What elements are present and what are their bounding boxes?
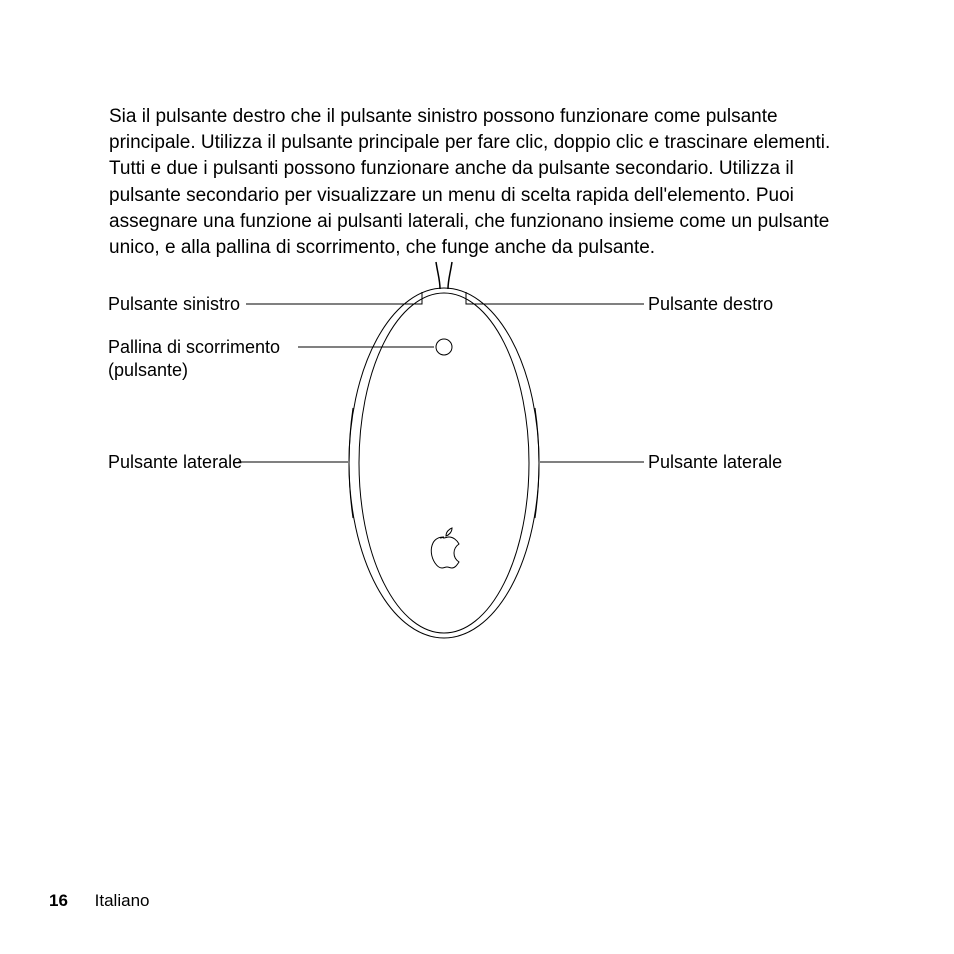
apple-logo-icon xyxy=(431,528,459,568)
page-footer: 16 Italiano xyxy=(49,889,149,912)
page-number: 16 xyxy=(49,891,68,910)
scroll-ball xyxy=(436,339,452,355)
mouse-diagram xyxy=(0,0,954,954)
side-button-right-outline xyxy=(535,408,539,518)
leader-left-button xyxy=(246,292,422,304)
mouse-cable-left xyxy=(436,262,440,289)
mouse-cable-right xyxy=(448,262,452,289)
footer-section: Italiano xyxy=(95,891,150,910)
side-button-left-outline xyxy=(349,408,353,518)
leader-right-button xyxy=(466,292,644,304)
page: Sia il pulsante destro che il pulsante s… xyxy=(0,0,954,954)
